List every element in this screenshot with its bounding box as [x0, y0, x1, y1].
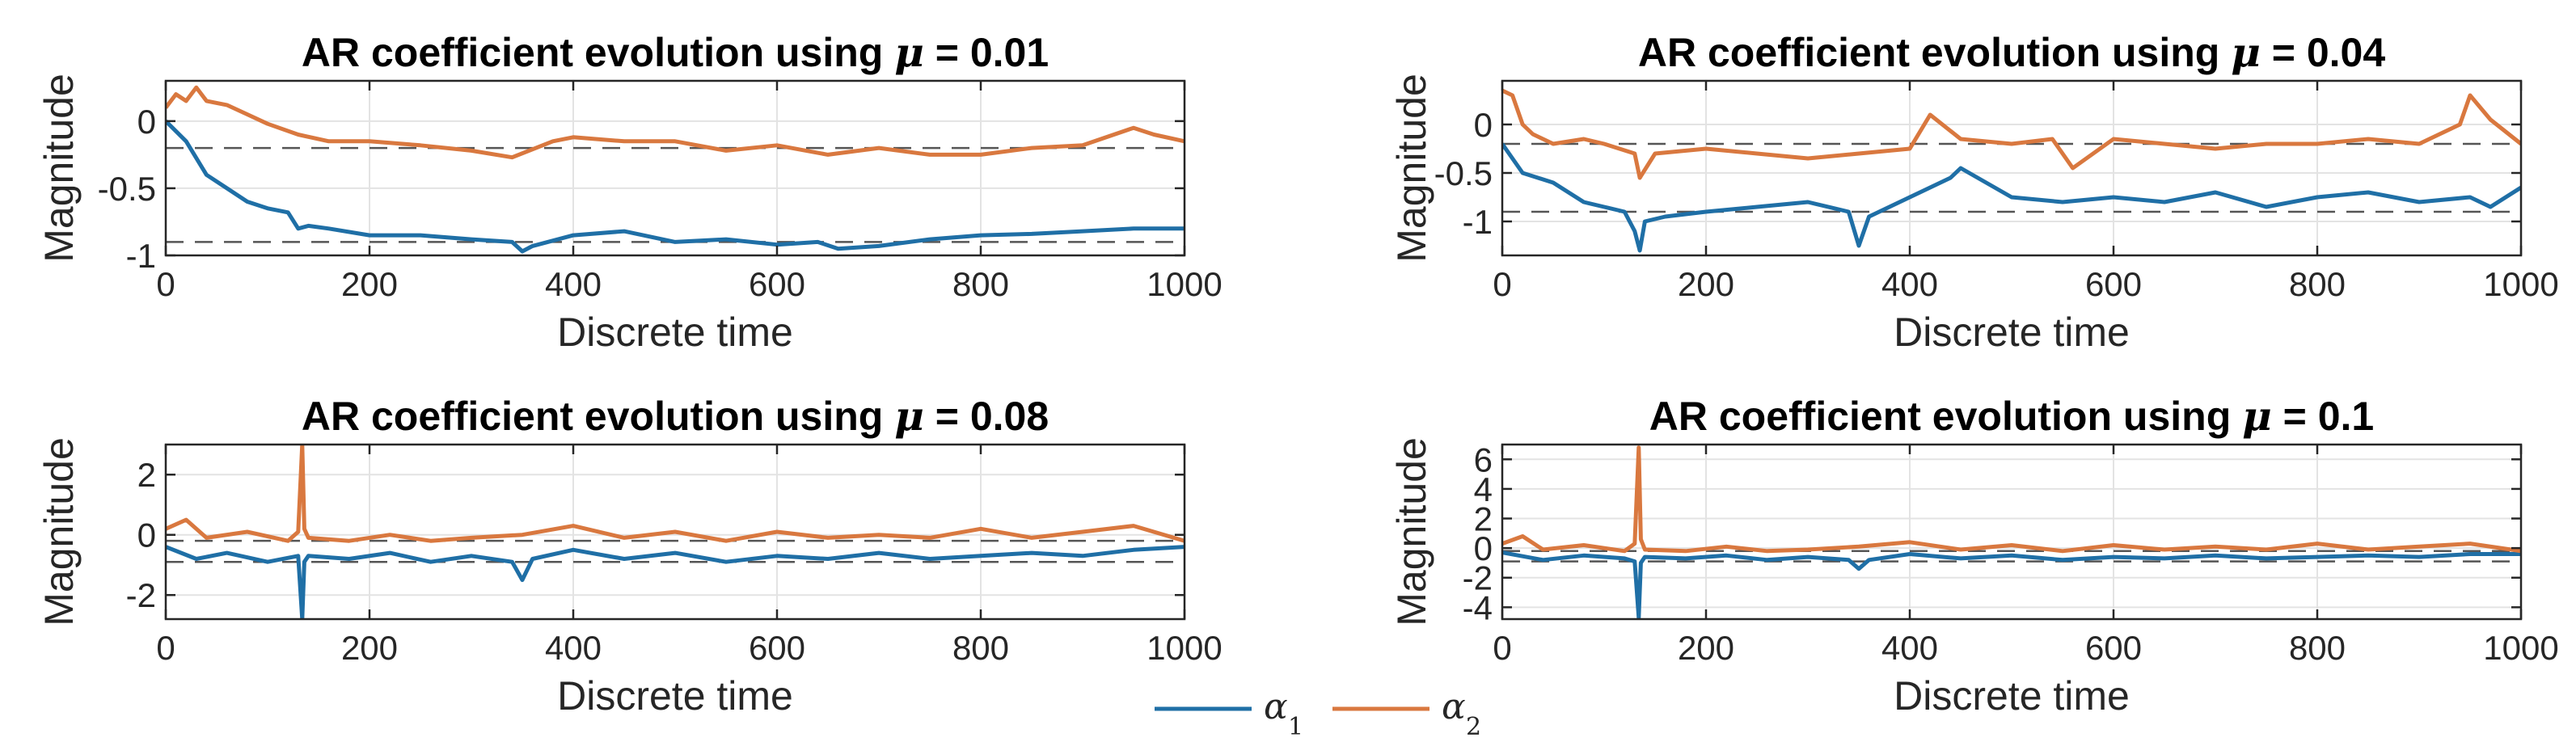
x-tick-label: 400 — [1881, 265, 1938, 303]
x-tick-label: 0 — [156, 265, 175, 303]
y-tick-label: 6 — [1474, 440, 1493, 478]
x-axis-label: Discrete time — [557, 673, 793, 719]
y-axis-label: Magnitude — [1389, 74, 1434, 263]
x-tick-label: 800 — [952, 265, 1009, 303]
y-tick-label: -4 — [1463, 588, 1493, 626]
x-tick-label: 1000 — [1147, 629, 1222, 667]
legend-label: α — [1264, 686, 1288, 727]
y-tick-label: 4 — [1474, 470, 1493, 508]
series-line-alpha1 — [1502, 550, 2521, 619]
series-line-alpha2 — [166, 445, 1185, 543]
series-line-alpha1 — [166, 545, 1185, 619]
plot-area — [166, 81, 1185, 255]
y-axis-label: Magnitude — [1389, 437, 1434, 626]
axes-frame — [1501, 79, 2523, 257]
chart-title-symbol: μ — [894, 28, 924, 76]
series-line-alpha2 — [166, 85, 1185, 160]
y-tick-label: 0 — [1474, 529, 1493, 567]
chart-title-suffix: = 0.1 — [2272, 394, 2375, 439]
x-axis-label: Discrete time — [1894, 673, 2130, 719]
chart-title: AR coefficient evolution using μ = 0.1 — [1649, 392, 2374, 440]
y-tick-label: -2 — [126, 576, 156, 614]
y-tick-label: -1 — [1463, 203, 1493, 241]
y-tick-label: 0 — [137, 516, 156, 554]
axes-frame — [164, 443, 1186, 621]
x-tick-label: 800 — [952, 629, 1009, 667]
x-axis-label: Discrete time — [557, 310, 793, 355]
legend-label: α — [1442, 686, 1466, 727]
y-axis-label: Magnitude — [36, 74, 82, 263]
x-tick-label: 400 — [545, 629, 602, 667]
x-axis-label: Discrete time — [1894, 310, 2130, 355]
x-tick-label: 600 — [2085, 629, 2142, 667]
x-tick-label: 0 — [1493, 629, 1511, 667]
chart-title-symbol: μ — [2231, 28, 2261, 76]
subplot-2: 0 200 400 600 800 1000 -1 -0.5 0 AR coefficient e… — [1389, 28, 2559, 355]
chart-title: AR coefficient evolution using μ = 0.08 — [302, 392, 1049, 440]
chart-title-prefix: AR coefficient evolution using — [302, 30, 894, 75]
chart-title-symbol: μ — [894, 392, 924, 440]
chart-title-suffix: = 0.01 — [924, 30, 1049, 75]
series-line-alpha1 — [1502, 142, 2521, 253]
y-tick-label: 0 — [1474, 106, 1493, 144]
y-tick-label: 2 — [137, 456, 156, 494]
chart-title-suffix: = 0.08 — [924, 394, 1049, 439]
series-line-alpha2 — [1502, 88, 2521, 180]
y-tick-label: -2 — [1463, 559, 1493, 597]
x-tick-label: 200 — [341, 265, 398, 303]
x-tick-label: 600 — [749, 629, 805, 667]
chart-title: AR coefficient evolution using μ = 0.04 — [1638, 28, 2385, 76]
legend-label-subscript: 2 — [1466, 713, 1481, 741]
y-tick-label: -0.5 — [98, 170, 156, 208]
x-tick-label: 1000 — [1147, 265, 1222, 303]
chart-title-symbol: μ — [2242, 392, 2272, 440]
x-tick-label: 1000 — [2483, 265, 2558, 303]
y-axis-label: Magnitude — [36, 437, 82, 626]
chart-title-prefix: AR coefficient evolution using — [302, 394, 894, 439]
x-tick-label: 800 — [2289, 629, 2346, 667]
x-tick-label: 400 — [545, 265, 602, 303]
x-tick-label: 600 — [2085, 265, 2142, 303]
x-tick-label: 1000 — [2483, 629, 2558, 667]
chart-title-prefix: AR coefficient evolution using — [1649, 394, 2242, 439]
x-tick-label: 800 — [2289, 265, 2346, 303]
x-tick-label: 400 — [1881, 629, 1938, 667]
series-line-alpha1 — [166, 120, 1185, 254]
y-tick-label: -1 — [126, 237, 156, 275]
chart-title-prefix: AR coefficient evolution using — [1638, 30, 2231, 75]
chart-title-suffix: = 0.04 — [2261, 30, 2385, 75]
x-tick-label: 600 — [749, 265, 805, 303]
y-tick-label: 2 — [1474, 500, 1493, 538]
plot-area — [1502, 445, 2521, 619]
x-tick-label: 200 — [1678, 629, 1734, 667]
y-tick-label: -0.5 — [1434, 154, 1493, 192]
plot-area — [1502, 81, 2521, 255]
y-tick-label: 0 — [137, 103, 156, 141]
series-line-alpha2 — [1502, 445, 2521, 554]
x-tick-label: 200 — [341, 629, 398, 667]
x-tick-label: 0 — [1493, 265, 1511, 303]
axes-frame — [1501, 443, 2523, 621]
axes-frame — [164, 79, 1186, 257]
legend-label-subscript: 1 — [1288, 713, 1303, 741]
x-tick-label: 200 — [1678, 265, 1734, 303]
chart-title: AR coefficient evolution using μ = 0.01 — [302, 28, 1049, 76]
x-tick-label: 0 — [156, 629, 175, 667]
subplot-1: 0 200 400 600 800 1000 -1 -0.5 0 AR coefficient e… — [36, 28, 1223, 355]
